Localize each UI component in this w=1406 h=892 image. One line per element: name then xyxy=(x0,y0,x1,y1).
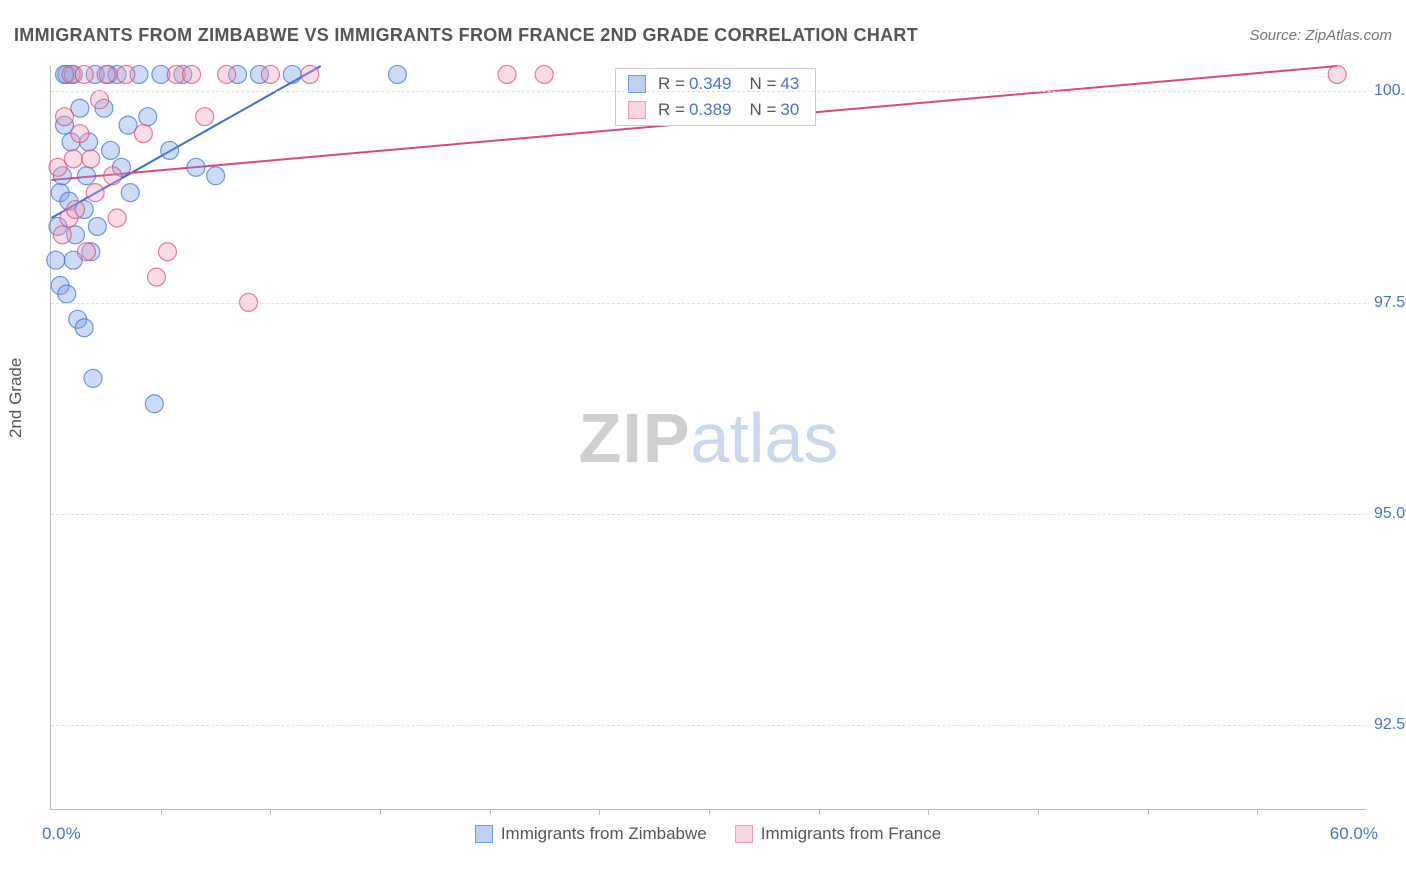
legend-label: Immigrants from Zimbabwe xyxy=(501,824,707,844)
stats-swatch-france xyxy=(628,101,646,119)
data-point-france xyxy=(535,65,553,83)
data-point-zimbabwe xyxy=(84,369,102,387)
y-tick-label: 97.5% xyxy=(1374,294,1406,312)
chart-container: IMMIGRANTS FROM ZIMBABWE VS IMMIGRANTS F… xyxy=(0,0,1406,892)
x-tick xyxy=(709,809,710,815)
data-point-france xyxy=(56,108,74,126)
data-point-zimbabwe xyxy=(139,108,157,126)
stats-swatch-zimbabwe xyxy=(628,75,646,93)
stats-legend-box: R = 0.349N = 43 R = 0.389 N = 30 xyxy=(615,68,816,126)
x-tick xyxy=(819,809,820,815)
x-axis-legend: Immigrants from Zimbabwe Immigrants from … xyxy=(50,824,1366,848)
gridline-horizontal xyxy=(51,514,1366,515)
stats-row-zimbabwe: R = 0.349N = 43 xyxy=(616,71,815,97)
x-tick xyxy=(161,809,162,815)
data-point-france xyxy=(104,167,122,185)
x-tick xyxy=(928,809,929,815)
x-tick xyxy=(380,809,381,815)
data-point-france xyxy=(86,184,104,202)
data-point-france xyxy=(1328,65,1346,83)
gridline-horizontal xyxy=(51,91,1366,92)
plot-area: ZIPatlas R = 0.349N = 43R = 0.389N = 30 … xyxy=(50,66,1366,810)
data-point-france xyxy=(148,268,166,286)
legend-item-france: Immigrants from France xyxy=(735,824,941,844)
data-point-zimbabwe xyxy=(121,184,139,202)
x-axis-row: 0.0% Immigrants from ZimbabweImmigrants … xyxy=(50,824,1366,854)
data-point-france xyxy=(82,150,100,168)
x-tick xyxy=(490,809,491,815)
legend-label: Immigrants from France xyxy=(761,824,941,844)
data-point-zimbabwe xyxy=(58,285,76,303)
stats-row-france: R = 0.389 N = 30 xyxy=(616,97,815,123)
data-point-zimbabwe xyxy=(161,141,179,159)
data-point-zimbabwe xyxy=(388,65,406,83)
data-point-france xyxy=(117,65,135,83)
source-attribution: Source: ZipAtlas.com xyxy=(1249,27,1392,44)
stats-r-value: 0.389 xyxy=(689,100,732,120)
data-point-france xyxy=(301,65,319,83)
data-point-france xyxy=(75,65,93,83)
title-bar: IMMIGRANTS FROM ZIMBABWE VS IMMIGRANTS F… xyxy=(14,20,1392,50)
data-point-france xyxy=(196,108,214,126)
legend-item-zimbabwe: Immigrants from Zimbabwe xyxy=(475,824,707,844)
data-point-france xyxy=(218,65,236,83)
data-point-france xyxy=(498,65,516,83)
data-point-zimbabwe xyxy=(283,65,301,83)
legend-swatch-zimbabwe xyxy=(475,825,493,843)
gridline-horizontal xyxy=(51,725,1366,726)
data-point-france xyxy=(183,65,201,83)
data-point-zimbabwe xyxy=(145,395,163,413)
x-tick xyxy=(599,809,600,815)
stats-n-value: 30 xyxy=(780,100,799,120)
legend-swatch-france xyxy=(735,825,753,843)
plot-svg xyxy=(51,66,1366,809)
data-point-france xyxy=(66,201,84,219)
data-point-zimbabwe xyxy=(47,251,65,269)
gridline-horizontal xyxy=(51,303,1366,304)
x-tick xyxy=(1148,809,1149,815)
x-tick xyxy=(270,809,271,815)
data-point-france xyxy=(108,209,126,227)
y-tick-label: 92.5% xyxy=(1374,716,1406,734)
x-axis-max-label: 60.0% xyxy=(1330,824,1378,844)
stats-r-label: R = xyxy=(658,100,685,120)
x-tick xyxy=(1257,809,1258,815)
data-point-france xyxy=(77,243,95,261)
y-axis-label: 2nd Grade xyxy=(6,358,26,438)
y-tick-label: 100.0% xyxy=(1374,82,1406,100)
data-point-france xyxy=(97,65,115,83)
data-point-france xyxy=(53,226,71,244)
data-point-zimbabwe xyxy=(187,158,205,176)
data-point-france xyxy=(64,150,82,168)
data-point-zimbabwe xyxy=(102,141,120,159)
data-point-zimbabwe xyxy=(77,167,95,185)
data-point-france xyxy=(71,125,89,143)
data-point-france xyxy=(158,243,176,261)
data-point-france xyxy=(91,91,109,109)
data-point-france xyxy=(261,65,279,83)
x-tick xyxy=(1038,809,1039,815)
data-point-zimbabwe xyxy=(207,167,225,185)
chart-title: IMMIGRANTS FROM ZIMBABWE VS IMMIGRANTS F… xyxy=(14,25,918,46)
data-point-zimbabwe xyxy=(75,319,93,337)
data-point-zimbabwe xyxy=(88,217,106,235)
data-point-france xyxy=(134,125,152,143)
stats-n-label: N = xyxy=(749,100,776,120)
y-tick-label: 95.0% xyxy=(1374,505,1406,523)
